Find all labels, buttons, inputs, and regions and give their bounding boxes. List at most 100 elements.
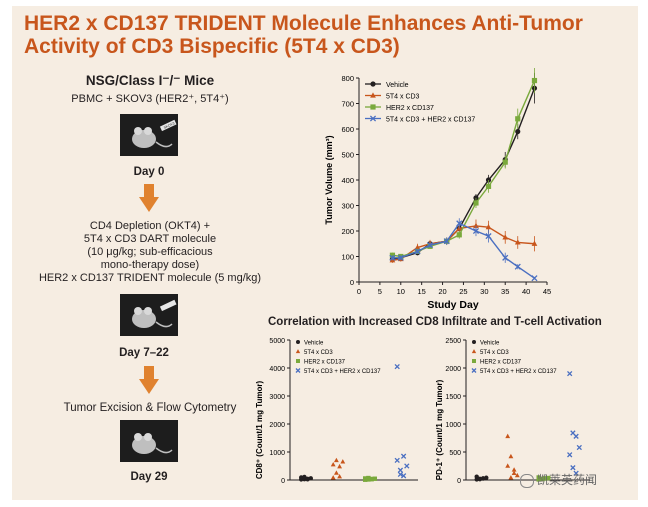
data-point: [485, 224, 492, 230]
mouse-icon-day7: [120, 294, 178, 336]
legend-label: 5T4 x CD3 + HER2 x CD137: [304, 369, 381, 375]
mouse-icon-day29: [120, 420, 178, 462]
x-axis-title: Study Day: [427, 299, 479, 311]
scatter-point: [340, 459, 346, 464]
legend-label: Vehicle: [386, 82, 409, 89]
series-line-1: [392, 225, 535, 262]
day-0-label: Day 0: [133, 166, 165, 178]
y-tick-label: 100: [341, 253, 354, 262]
data-point: [514, 263, 521, 270]
y-tick-label: 4000: [269, 366, 285, 373]
scatter-point: [302, 474, 307, 480]
legend-marker: [472, 359, 476, 363]
data-point: [514, 239, 521, 245]
scatter-point: [505, 433, 511, 439]
day-7-22-label: Day 7–22: [119, 347, 169, 359]
legend-marker: [370, 92, 376, 98]
x-tick-label: 5: [378, 287, 382, 296]
x-tick-label: 0: [357, 287, 361, 296]
y-tick-label: 1000: [445, 422, 461, 429]
y-tick-label: 500: [449, 450, 461, 457]
syringe-label: SKOV3: [163, 121, 175, 130]
mice-subheading: PBMC + SKOV3 (HER2⁺, 5T4⁺): [71, 93, 229, 105]
scatter-point: [514, 472, 520, 478]
scatter-point: [397, 471, 404, 478]
legend-marker: [296, 340, 300, 344]
scatter-point: [567, 370, 573, 377]
cd8-scatter-chart: 0 1000 2000 3000 4000 5000 CD8⁺ (Count/1 mg Tu…: [255, 338, 418, 485]
down-arrow-icon-1: [139, 184, 159, 212]
scatter-point: [474, 474, 479, 479]
watermark: 凯莱英药闻: [520, 471, 597, 488]
y-tick-label: 1500: [445, 394, 461, 401]
data-point: [531, 77, 538, 84]
y-tick-label: 400: [341, 176, 354, 185]
legend-label: Vehicle: [304, 341, 324, 347]
treatment-line-1: CD4 Depletion (OKT4) +: [89, 220, 211, 232]
scatter-point: [397, 467, 404, 473]
scatter-point: [305, 477, 310, 482]
legend-label: 5T4 x CD3: [480, 350, 509, 356]
data-point: [397, 254, 404, 261]
scatter-point: [511, 467, 517, 472]
scatter-point: [576, 444, 582, 451]
scatter-point: [546, 475, 551, 481]
legend-marker: [295, 349, 301, 354]
legend-marker: [296, 359, 300, 363]
scatter-point: [333, 470, 339, 475]
data-point: [485, 183, 492, 189]
scatter-point: [330, 461, 336, 467]
scatter-point: [366, 475, 371, 481]
legend-label: Vehicle: [480, 341, 500, 347]
scatter-point: [542, 476, 548, 481]
y-tick-label: 0: [281, 478, 285, 485]
scatter-point: [363, 476, 368, 481]
watermark-icon: [520, 473, 534, 488]
data-point: [414, 248, 421, 255]
data-point: [456, 232, 462, 238]
y-tick-label: 800: [341, 74, 354, 83]
data-point: [502, 254, 509, 261]
legend-marker: [472, 340, 476, 344]
scatter-point: [337, 463, 343, 469]
treatment-line-2: 5T4 x CD3 DART molecule: [83, 233, 217, 245]
legend-marker: [370, 81, 376, 87]
data-point: [531, 275, 538, 282]
y-tick-label: 700: [341, 100, 354, 109]
data-point: [502, 234, 509, 240]
scatter-point: [536, 475, 541, 480]
legend-marker: [471, 368, 477, 373]
x-tick-label: 40: [522, 287, 530, 296]
scatter-point: [539, 476, 545, 482]
y-tick-label: 5000: [269, 338, 285, 345]
legend-label: 5T4 x CD3: [304, 350, 333, 356]
y-tick-label: 600: [341, 125, 354, 134]
y-tick-label: 2000: [445, 366, 461, 373]
excision-label: Tumor Excision & Flow Cytometry: [63, 402, 237, 414]
x-tick-label: 35: [501, 287, 509, 296]
figure-title-line-2: Activity of CD3 Bispecific (5T4 x CD3): [24, 35, 400, 58]
mouse-icon-day0: SKOV3: [120, 114, 178, 156]
scatter-point: [400, 453, 407, 459]
watermark-text: 凯莱英药闻: [537, 473, 598, 487]
scatter-point: [511, 470, 517, 476]
scatter-point: [508, 475, 514, 480]
scatter-point: [394, 457, 400, 464]
data-point: [473, 222, 479, 228]
figure-title-line-1: HER2 x CD137 TRIDENT Molecule Enhances A…: [24, 12, 583, 35]
y-tick-label: 300: [341, 202, 354, 211]
x-tick-label: 15: [417, 287, 425, 296]
series-line-0: [392, 87, 536, 260]
pd1-scatter-chart: 0 500 1000 1500 2000 2500 PD-1⁺ (Count/1 mg Tu…: [435, 338, 590, 485]
legend-label: HER2 x CD137: [304, 360, 346, 366]
y-tick-label: 1000: [269, 450, 285, 457]
data-point: [389, 254, 396, 261]
scatter-point: [567, 452, 573, 458]
legend-marker: [295, 368, 301, 373]
scatter-point: [573, 433, 579, 439]
y-tick-label: 2500: [445, 338, 461, 345]
tumor-volume-chart: 0 100 200 300 400 500 600 700 800 0 5 10 15 20 25 30 35 4…: [324, 68, 551, 311]
data-point: [485, 233, 492, 240]
treatment-line-3: (10 μg/kg; sub-efficacious: [87, 246, 213, 258]
data-point: [515, 116, 521, 122]
